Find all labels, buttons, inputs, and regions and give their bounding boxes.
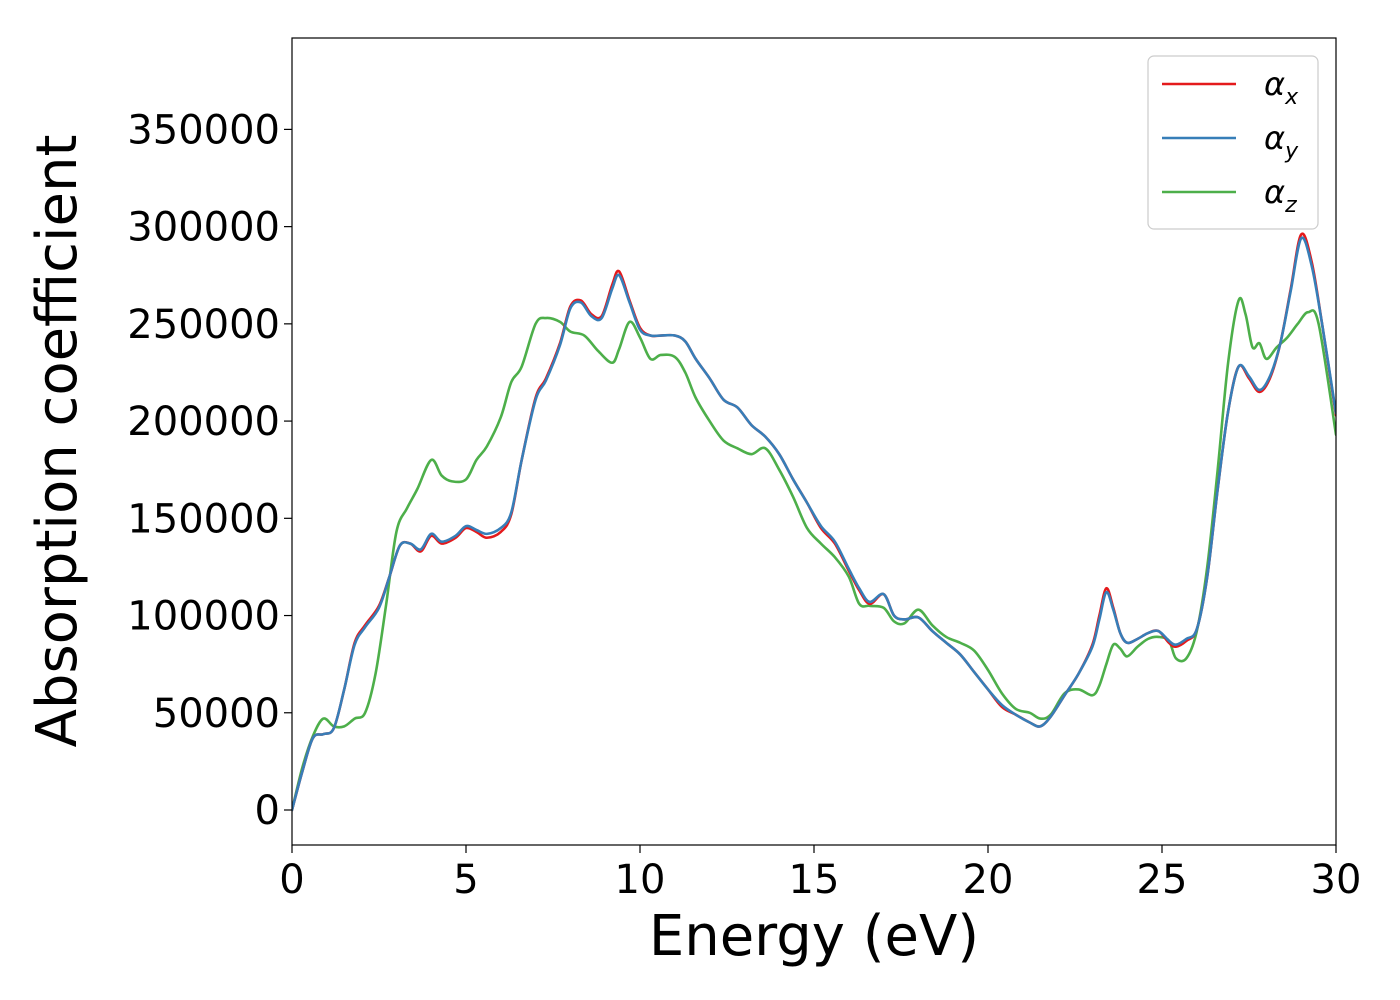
y-axis-label: Absorption coefficient xyxy=(25,135,90,748)
legend-box xyxy=(1147,55,1319,230)
legend-label-subscript: y xyxy=(1284,139,1299,164)
legend-label-subscript: x xyxy=(1284,85,1299,110)
series-line-αz xyxy=(292,296,1336,812)
x-tick-label: 5 xyxy=(453,857,478,903)
x-tick-label: 15 xyxy=(789,857,840,903)
y-tick-label: 200000 xyxy=(127,399,280,445)
legend-label: αx xyxy=(1264,65,1299,110)
y-tick-label: 300000 xyxy=(127,205,280,251)
y-tick-label: 150000 xyxy=(127,496,280,542)
legend-label-base: α xyxy=(1264,119,1285,157)
legend-label-base: α xyxy=(1264,173,1285,211)
y-tick-label: 250000 xyxy=(127,302,280,348)
series-layer xyxy=(292,232,1336,812)
legend-label-base: α xyxy=(1264,65,1285,103)
x-tick-label: 20 xyxy=(963,857,1014,903)
x-tick-label: 10 xyxy=(615,857,666,903)
x-axis-label: Energy (eV) xyxy=(649,904,979,969)
legend-label: αy xyxy=(1264,119,1299,164)
x-tick-label: 25 xyxy=(1137,857,1188,903)
x-axis: 0 5 10 15 20 25 30 xyxy=(279,845,1361,903)
y-tick-label: 50000 xyxy=(153,691,280,737)
legend-label-subscript: z xyxy=(1284,193,1297,218)
y-tick-label: 100000 xyxy=(127,594,280,640)
y-tick-label: 0 xyxy=(255,788,280,834)
x-tick-label: 30 xyxy=(1311,857,1362,903)
y-tick-label: 350000 xyxy=(127,107,280,153)
x-tick-label: 0 xyxy=(279,857,304,903)
y-axis: 0 50000 100000 150000 200000 250000 300000 3500… xyxy=(127,107,292,834)
series-line-αy xyxy=(292,236,1336,812)
legend-label: αz xyxy=(1264,173,1297,218)
